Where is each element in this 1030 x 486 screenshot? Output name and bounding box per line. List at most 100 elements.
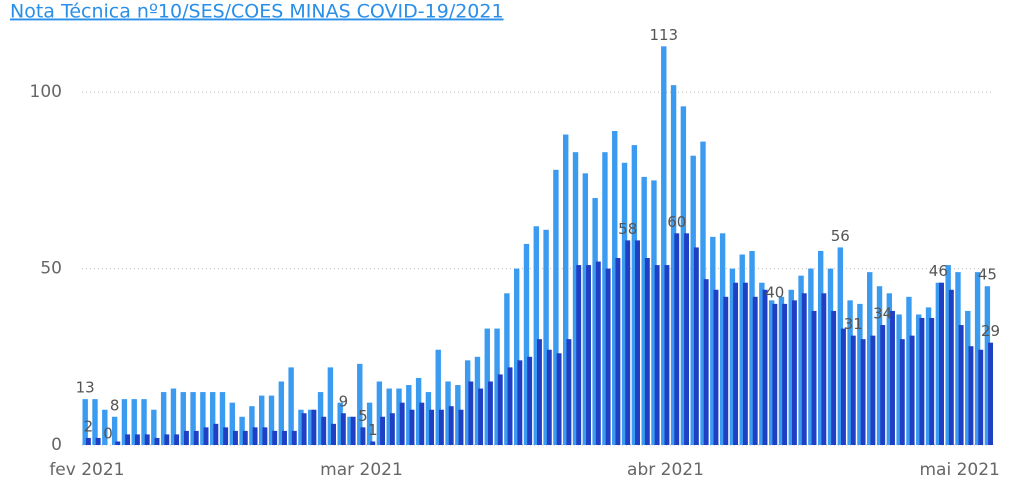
bar	[827, 268, 834, 445]
bar	[945, 265, 951, 445]
bar	[504, 293, 510, 445]
bar	[680, 106, 687, 445]
bar	[788, 289, 794, 445]
bar	[203, 427, 209, 445]
bar	[582, 173, 589, 445]
data-label: 56	[831, 227, 850, 245]
bar	[144, 434, 150, 445]
bar	[537, 339, 542, 445]
bar	[670, 85, 677, 446]
bar	[308, 409, 314, 445]
bar	[311, 409, 317, 445]
bar	[239, 416, 245, 445]
x-tick-label: mai 2021	[919, 460, 999, 480]
data-label: 60	[667, 213, 686, 231]
bar	[252, 427, 258, 445]
bar	[847, 300, 853, 445]
bar	[82, 399, 88, 445]
bar	[151, 409, 157, 445]
bar	[396, 388, 402, 445]
bar	[693, 247, 699, 445]
data-label: 58	[618, 220, 637, 238]
bar	[288, 367, 294, 445]
bar	[984, 286, 991, 445]
bar	[291, 430, 297, 445]
bar	[729, 268, 736, 445]
bar	[978, 349, 984, 445]
bar	[409, 409, 415, 445]
bar	[366, 402, 373, 445]
bar	[219, 392, 226, 445]
data-label: 5	[358, 407, 368, 425]
bar	[974, 272, 981, 445]
bar	[906, 296, 912, 445]
bar	[651, 180, 657, 445]
bar	[174, 434, 180, 445]
bar	[837, 247, 843, 445]
bar	[141, 399, 147, 445]
bar	[841, 328, 846, 445]
bar	[370, 441, 376, 445]
bar	[340, 413, 346, 445]
bar	[95, 437, 101, 445]
bar	[939, 282, 944, 445]
bar	[896, 314, 902, 445]
bar	[615, 258, 621, 445]
bar	[474, 356, 481, 445]
bar	[791, 300, 797, 445]
bar	[572, 152, 579, 445]
bar	[193, 430, 199, 445]
bar	[948, 289, 954, 445]
bar	[357, 363, 363, 445]
bar	[92, 399, 98, 445]
x-tick-label: mar 2021	[320, 460, 403, 480]
bar	[399, 402, 405, 445]
bar	[484, 328, 490, 445]
bar	[268, 395, 275, 445]
y-tick-label: 50	[40, 259, 62, 279]
bar	[713, 289, 719, 445]
bar	[762, 289, 768, 445]
bar	[968, 346, 974, 445]
bar	[272, 430, 278, 445]
bar	[635, 240, 640, 445]
bar	[857, 303, 863, 445]
bar	[808, 268, 814, 445]
data-label: 31	[844, 315, 863, 333]
chart-title[interactable]: Nota Técnica nº10/SES/COES MINAS COVID-1…	[10, 1, 504, 23]
bar	[719, 233, 726, 445]
bar	[425, 392, 432, 445]
data-label: 9	[339, 393, 349, 411]
bar	[925, 307, 932, 445]
bar	[543, 229, 549, 445]
bar	[700, 141, 706, 446]
bar	[262, 427, 268, 445]
bar	[386, 388, 392, 445]
bar	[278, 381, 285, 445]
bar	[380, 416, 386, 445]
bar	[916, 314, 922, 445]
x-tick-label: abr 2021	[627, 460, 704, 480]
bar	[965, 310, 971, 445]
bar	[487, 381, 493, 445]
bar	[886, 293, 893, 445]
bar	[249, 406, 255, 445]
bar	[478, 388, 484, 445]
data-label: 40	[765, 283, 784, 301]
bar	[180, 392, 186, 445]
bar	[507, 367, 513, 445]
bar	[661, 46, 667, 445]
bar	[350, 416, 356, 445]
bar	[223, 427, 229, 445]
bar	[586, 265, 591, 445]
bar	[134, 434, 140, 445]
bar	[801, 293, 807, 445]
bar	[576, 265, 582, 445]
bar	[455, 385, 461, 445]
bar	[111, 416, 118, 445]
y-tick-label: 100	[30, 82, 62, 102]
bar	[497, 374, 503, 445]
bar	[605, 268, 611, 445]
bar	[527, 356, 533, 445]
